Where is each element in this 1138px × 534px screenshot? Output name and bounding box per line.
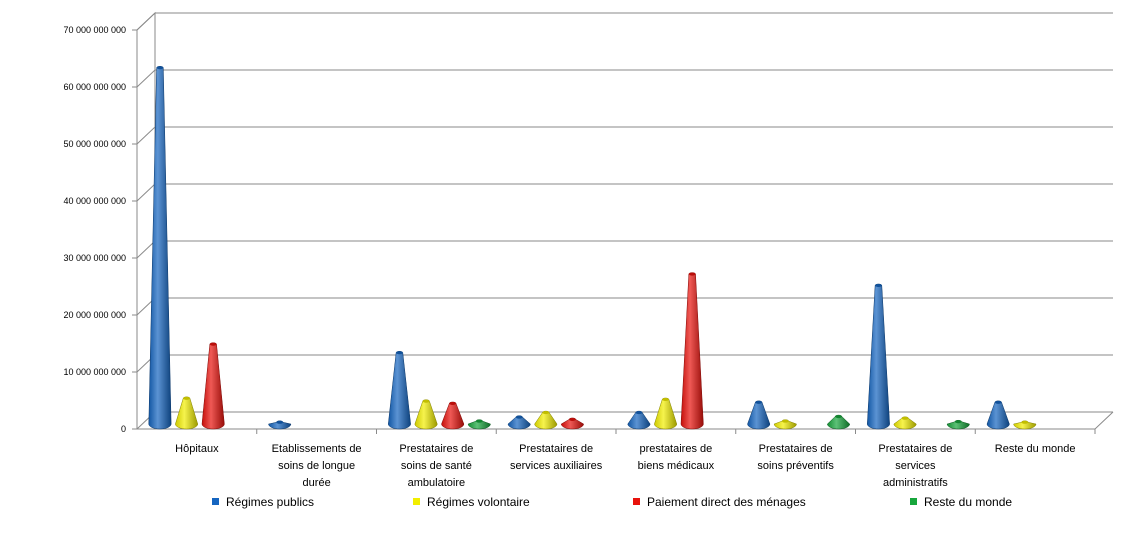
- legend-label: Reste du monde: [924, 495, 1012, 509]
- cone-2-5: [654, 397, 677, 430]
- legend-swatch: [910, 498, 917, 505]
- cone-cap-1-3: [396, 351, 403, 355]
- cone-cap-1-5: [635, 411, 643, 415]
- cone-1-7: [867, 283, 890, 430]
- x-tick-label: Prestataires de soins de santé ambulatoire: [399, 443, 473, 489]
- series-4-cones: [467, 414, 970, 430]
- series-3-cones: [201, 272, 704, 430]
- cone-1-3: [388, 351, 411, 430]
- series-1-cones: [148, 66, 1010, 430]
- cone-cap-1-2: [276, 420, 284, 424]
- cone-cap-1-7: [875, 283, 882, 287]
- x-tick-label: Prestataires de services administratifs: [878, 443, 952, 489]
- legend: Régimes publics Régimes volontaire Paiemen…: [212, 495, 1012, 509]
- cone-3-1: [201, 342, 225, 430]
- data-cones: [148, 66, 1037, 430]
- x-tick-label: Etablissements de soins de longue durée: [272, 443, 362, 489]
- cone-1-1: [148, 66, 172, 430]
- legend-label: Régimes volontaire: [427, 495, 530, 509]
- y-tick-label: 40 000 000 000: [63, 196, 126, 206]
- cone-cap-2-5: [662, 397, 669, 401]
- gridline-diagonal: [136, 183, 156, 202]
- series-2-cones: [175, 396, 1037, 430]
- cone-cap-3-5: [688, 272, 696, 276]
- x-tick-label: Hôpitaux: [175, 443, 219, 455]
- y-tick-label: 20 000 000 000: [63, 310, 126, 320]
- cone-cap-1-8: [994, 400, 1002, 404]
- cone-3-3: [441, 401, 465, 430]
- cone-1-6: [747, 400, 771, 430]
- cone-1-8: [986, 400, 1010, 430]
- cone-cap-2-1: [183, 396, 190, 400]
- chart-walls: [136, 11, 1114, 430]
- y-tick-label: 10 000 000 000: [63, 367, 126, 377]
- legend-label: Paiement direct des ménages: [647, 495, 806, 509]
- y-tick-label: 60 000 000 000: [63, 82, 126, 92]
- x-axis: Hôpitaux Etablissements de soins de longue…: [175, 429, 1096, 489]
- x-tick-label: Reste du monde: [995, 443, 1076, 455]
- cone-cap-2-7: [901, 416, 909, 420]
- cone-2-1: [175, 396, 198, 430]
- cone-cap-2-6: [781, 419, 789, 423]
- cone-cap-3-3: [449, 401, 457, 405]
- y-tick-label: 50 000 000 000: [63, 139, 126, 149]
- cone-3-5: [680, 272, 704, 430]
- legend-label: Régimes publics: [226, 495, 314, 509]
- gridline-diagonal: [136, 69, 156, 88]
- cone-2-3: [414, 399, 438, 430]
- gridlines: [136, 12, 1113, 430]
- y-tick-label: 70 000 000 000: [63, 25, 126, 35]
- x-tick-label: prestataires de biens médicaux: [638, 443, 715, 472]
- gridline-diagonal: [136, 240, 156, 259]
- legend-swatch: [633, 498, 640, 505]
- cone-cap-1-6: [755, 400, 763, 404]
- cone-cap-4-7: [954, 420, 962, 424]
- y-tick-label: 0: [121, 424, 126, 434]
- cone-cap-2-4: [542, 411, 550, 415]
- cone-cap-2-3: [422, 399, 430, 403]
- legend-swatch: [413, 498, 420, 505]
- gridline-diagonal: [136, 126, 156, 145]
- cone-cap-2-8: [1021, 420, 1029, 424]
- x-tick-label: Prestataires de services auxiliaires: [510, 443, 603, 472]
- cone-cap-3-4: [569, 417, 576, 421]
- cone-cap-1-4: [515, 415, 523, 419]
- cone-cap-4-6: [835, 415, 842, 419]
- legend-swatch: [212, 498, 219, 505]
- cone-cap-1-1: [156, 66, 164, 70]
- gridline-diagonal: [136, 12, 156, 31]
- y-axis: 0 10 000 000 000 20 000 000 000 30 000 000 …: [63, 25, 137, 434]
- cone-cap-4-3: [475, 419, 483, 423]
- cone-cap-3-1: [209, 342, 217, 346]
- x-tick-label: Prestataires de soins préventifs: [757, 443, 834, 472]
- y-tick-label: 30 000 000 000: [63, 253, 126, 263]
